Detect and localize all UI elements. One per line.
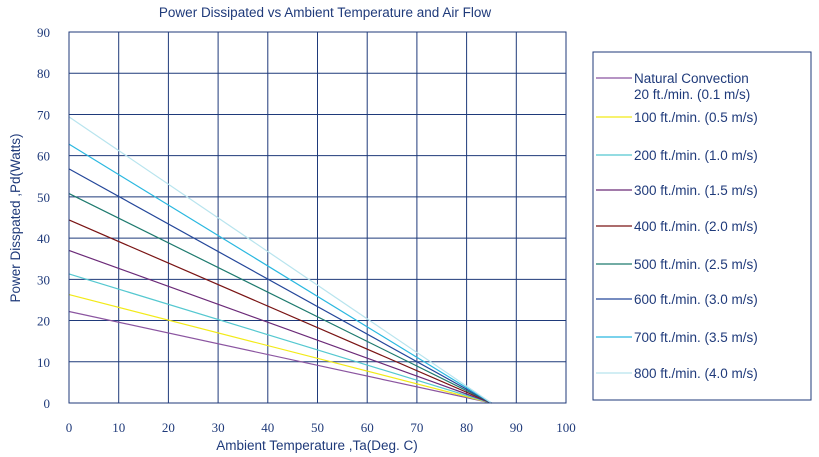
series-line [68, 249, 492, 404]
x-tick-label: 30 [212, 420, 225, 435]
x-tick-label: 70 [410, 420, 423, 435]
series-line [68, 143, 492, 404]
series-lines [68, 116, 492, 404]
legend-label: 20 ft./min. (0.1 m/s) [634, 87, 750, 102]
y-tick-label: 70 [37, 107, 50, 122]
y-tick-label: 0 [44, 396, 51, 411]
y-tick-label: 20 [37, 314, 50, 329]
chart-title: Power Dissipated vs Ambient Temperature … [159, 5, 491, 20]
y-tick-label: 40 [37, 231, 50, 246]
legend-label: 500 ft./min. (2.5 m/s) [634, 257, 758, 272]
series-line [68, 168, 492, 404]
legend-label: 700 ft./min. (3.5 m/s) [634, 330, 758, 345]
legend-label: 800 ft./min. (4.0 m/s) [634, 366, 758, 381]
plot-area-frame [68, 31, 567, 404]
y-axis-label: Power Disspated ,Pd(Watts) [8, 133, 23, 302]
legend-label: Natural Convection [634, 71, 749, 86]
x-tick-label: 0 [66, 420, 73, 435]
grid [69, 32, 566, 403]
legend-label: 600 ft./min. (3.0 m/s) [634, 292, 758, 307]
y-tick-label: 90 [37, 25, 50, 40]
x-tick-label: 10 [112, 420, 125, 435]
y-tick-label: 50 [37, 190, 50, 205]
series-line [68, 273, 492, 404]
x-tick-label: 60 [361, 420, 374, 435]
y-tick-label: 80 [37, 66, 50, 81]
x-tick-label: 50 [311, 420, 324, 435]
series-line [68, 116, 492, 404]
y-tick-label: 30 [37, 272, 50, 287]
x-tick-label: 20 [162, 420, 175, 435]
y-tick-labels: 0 10 20 30 40 50 60 70 80 90 [37, 25, 50, 411]
x-tick-label: 100 [556, 420, 576, 435]
series-line [68, 219, 492, 404]
x-tick-labels: 0 10 20 30 40 50 60 70 80 90 100 [66, 420, 576, 435]
series-line [68, 310, 492, 404]
series-line [68, 193, 492, 404]
series-line [68, 294, 492, 404]
x-axis-label: Ambient Temperature ,Ta(Deg. C) [216, 438, 418, 453]
legend-label: 100 ft./min. (0.5 m/s) [634, 110, 758, 125]
x-tick-label: 80 [460, 420, 473, 435]
x-tick-label: 40 [261, 420, 274, 435]
x-tick-label: 90 [510, 420, 523, 435]
y-tick-label: 10 [37, 355, 50, 370]
legend-label: 300 ft./min. (1.5 m/s) [634, 183, 758, 198]
legend-label: 400 ft./min. (2.0 m/s) [634, 219, 758, 234]
y-tick-label: 60 [37, 149, 50, 164]
legend-label: 200 ft./min. (1.0 m/s) [634, 148, 758, 163]
